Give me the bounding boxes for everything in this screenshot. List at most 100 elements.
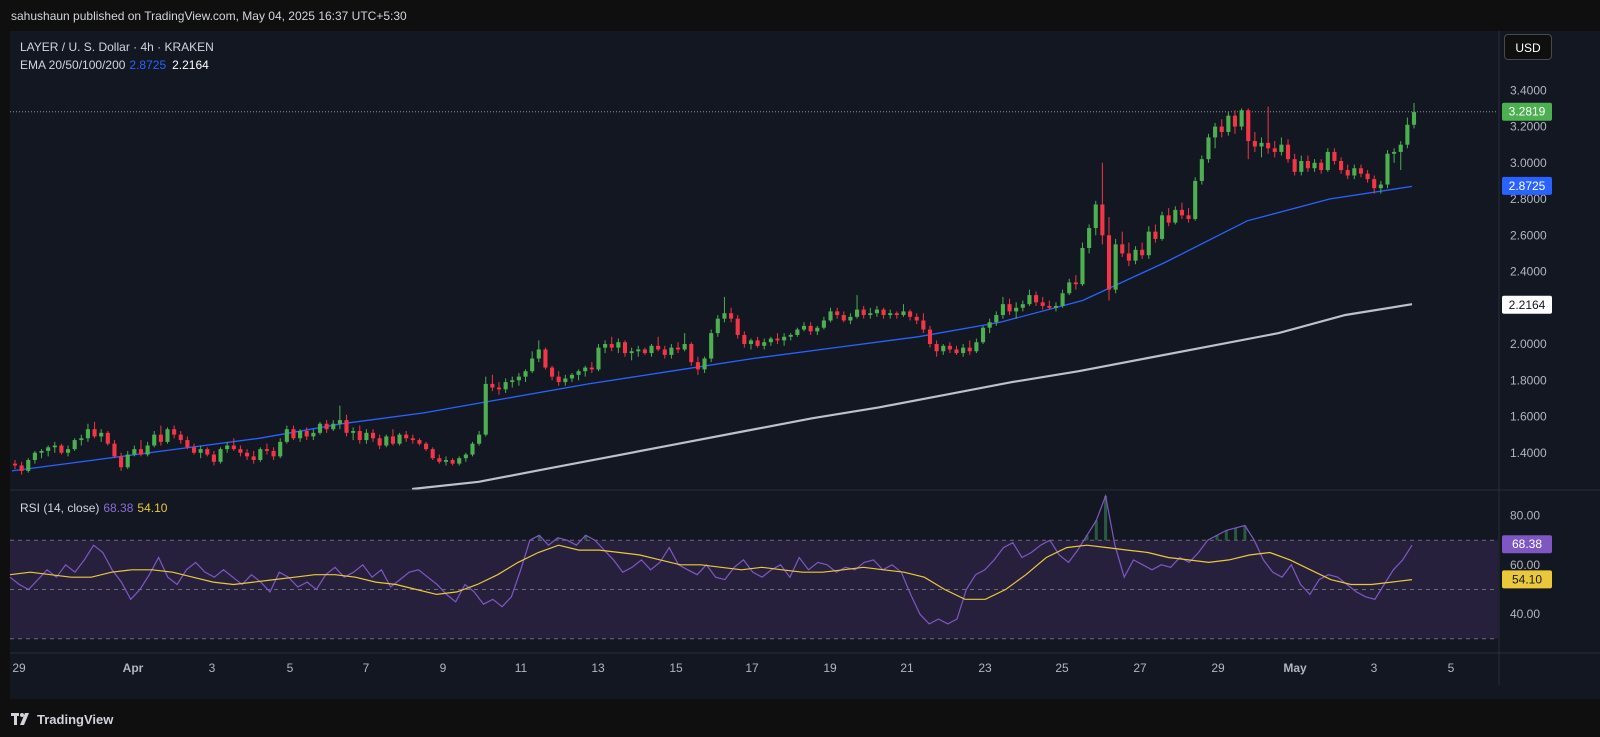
candle-body (1358, 168, 1364, 174)
x-tick-label: 3 (209, 661, 216, 675)
candle-body (477, 434, 482, 444)
candle-body (1405, 124, 1410, 145)
candle-body (622, 342, 628, 354)
candle-body (682, 344, 687, 350)
price-tick-label: 2.6000 (1510, 228, 1547, 242)
x-tick-label: 5 (1448, 661, 1455, 675)
candle-body (344, 420, 349, 433)
candle-body (138, 449, 144, 455)
candle-body (543, 349, 548, 368)
candle-body (79, 438, 84, 441)
candle-body (1199, 159, 1204, 181)
candle-body (1100, 204, 1105, 236)
candle-body (967, 347, 972, 352)
candle-body (298, 431, 303, 439)
bottom-bar (0, 699, 1600, 737)
candle-body (245, 452, 250, 457)
candle-body (1186, 215, 1191, 219)
candle-body (715, 318, 720, 334)
tradingview-logo[interactable]: TradingView (11, 712, 113, 727)
candle-body (974, 342, 979, 352)
candle-body (291, 429, 296, 439)
candle-body (908, 311, 913, 317)
price-tick-label: 3.0000 (1510, 156, 1547, 170)
candle-body (437, 458, 442, 462)
ema-fast-value: 2.8725 (129, 58, 167, 72)
candle-body (854, 309, 860, 317)
candle-body (65, 449, 71, 453)
rsi-badge-bg (1502, 535, 1552, 554)
candle-body (1305, 160, 1310, 169)
candle-body (119, 456, 124, 468)
candle-body (424, 443, 429, 450)
candle-body (1411, 112, 1417, 125)
candle-body (417, 440, 422, 444)
candle-body (19, 465, 24, 471)
x-tick-label: 29 (12, 661, 26, 675)
candle-body (755, 340, 760, 346)
candle-body (152, 434, 157, 446)
candle-body (828, 311, 833, 321)
candle-body (914, 316, 919, 321)
candle-body (788, 334, 793, 337)
rsi-tick-label: 80.00 (1510, 509, 1540, 523)
candle-body (410, 438, 415, 441)
candle-body (112, 443, 117, 457)
candle-body (894, 313, 899, 316)
candle-body (636, 349, 641, 352)
candle-body (72, 440, 77, 450)
candle-body (1133, 249, 1138, 261)
candle-body (550, 367, 555, 377)
tradingview-brand: TradingView (37, 712, 114, 727)
currency-button[interactable]: USD (1504, 34, 1552, 60)
candle-body (26, 460, 31, 471)
candle-body (450, 460, 455, 464)
candle-body (596, 347, 601, 370)
chart-frame[interactable]: 1.40001.60001.80002.00002.20002.40002.60… (0, 31, 1600, 699)
x-tick-label: 9 (440, 661, 447, 675)
candle-body (503, 382, 508, 390)
candle-body (801, 325, 807, 330)
price-tick-label: 2.8000 (1510, 192, 1547, 206)
candle-body (1106, 235, 1112, 290)
candle-body (735, 318, 740, 335)
candle-body (1339, 160, 1344, 171)
candle-body (1034, 295, 1039, 303)
rsi-legend[interactable]: RSI (14, close) 68.38 54.10 (20, 501, 167, 515)
candle-body (1266, 142, 1271, 149)
candle-body (1385, 153, 1390, 185)
candle-body (994, 315, 999, 323)
candle-body (941, 345, 946, 352)
candle-body (874, 309, 879, 314)
candle-body (357, 431, 362, 441)
candle-body (284, 429, 289, 442)
candle-body (1047, 305, 1052, 308)
axes: 1.40001.60001.80002.00002.20002.40002.60… (10, 31, 1600, 699)
price-tick-label: 2.0000 (1510, 337, 1547, 351)
rsi-overbought-fill (537, 495, 1247, 541)
candle-body (1027, 295, 1032, 305)
candle-body (987, 322, 992, 328)
ema-legend[interactable]: EMA 20/50/100/200 2.8725 2.2164 (20, 58, 209, 72)
candle-body (99, 432, 104, 437)
candle-body (1246, 110, 1251, 142)
x-tick-label: 15 (669, 661, 683, 675)
candle-body (1232, 115, 1238, 127)
candle-body (649, 345, 654, 354)
chart-canvas[interactable]: 1.40001.60001.80002.00002.20002.40002.60… (0, 31, 1600, 699)
candle-body (1319, 162, 1324, 171)
price-tick-label: 1.6000 (1510, 410, 1547, 424)
symbol-legend[interactable]: LAYER / U. S. Dollar · 4h · KRAKEN (20, 40, 214, 54)
ema-fast-badge-bg (1502, 176, 1552, 195)
candle-body (1080, 247, 1085, 285)
candle-body (218, 449, 223, 462)
candle-body (251, 456, 256, 461)
candle-body (589, 367, 594, 370)
candle-body (1193, 180, 1198, 219)
candle-body (675, 347, 681, 350)
candle-body (105, 432, 110, 444)
candle-body (1166, 215, 1171, 223)
candle-body (324, 423, 329, 430)
candle-body (689, 344, 694, 363)
candle-body (1378, 184, 1383, 189)
